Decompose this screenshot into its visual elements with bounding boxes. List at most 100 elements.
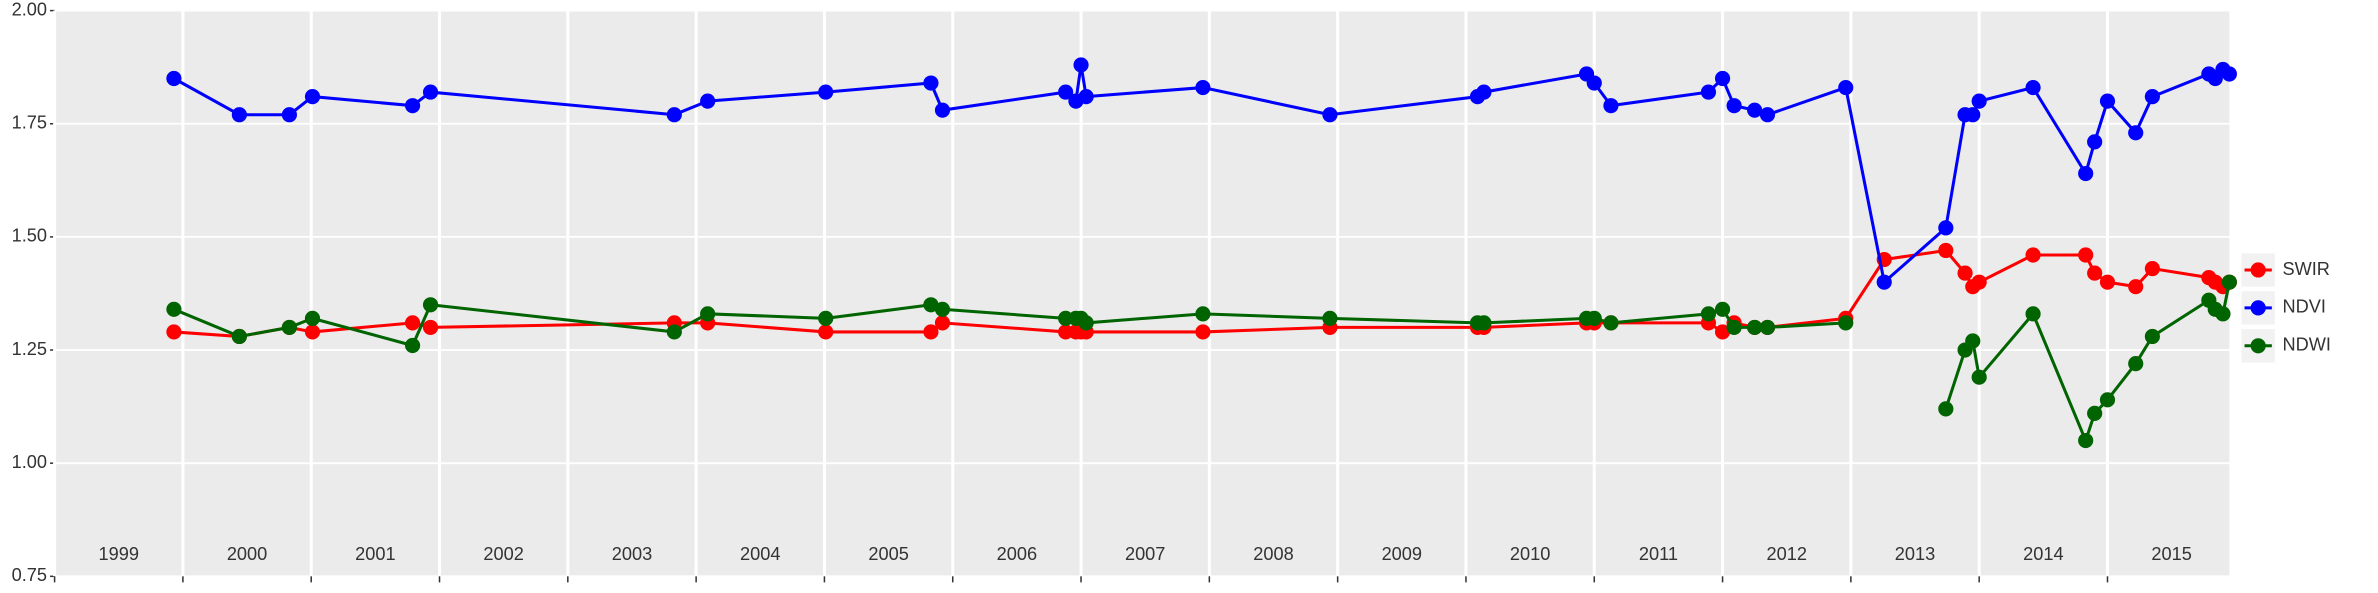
x-tick-label: 2000: [227, 544, 267, 564]
point: [1971, 93, 1987, 109]
point: [231, 328, 247, 345]
point: [1700, 84, 1717, 100]
x-tick-label: 2014: [2023, 544, 2063, 564]
point: [1838, 315, 1854, 331]
y-tick-label: 1.25: [12, 339, 47, 359]
point: [304, 324, 321, 340]
legend-label: NDWI: [2282, 335, 2331, 355]
point: [422, 84, 439, 100]
point: [818, 310, 834, 326]
point: [1700, 306, 1717, 322]
legend-point: [2250, 338, 2266, 354]
point: [2144, 328, 2160, 345]
point: [666, 107, 682, 123]
point: [1322, 310, 1338, 326]
x-tick-label: 2005: [868, 544, 908, 564]
x-tick-label: 2001: [355, 544, 395, 564]
point: [1586, 310, 1602, 326]
point: [2025, 247, 2041, 263]
x-tick-label: 2015: [2151, 544, 2191, 564]
point: [1971, 369, 1987, 385]
point: [2128, 125, 2144, 141]
legend-point: [2250, 262, 2266, 278]
point: [1938, 220, 1954, 236]
point: [1714, 70, 1731, 87]
panel: [54, 10, 2230, 577]
x-tick-label: 2004: [740, 544, 780, 564]
point: [2221, 66, 2237, 82]
point: [2087, 134, 2103, 150]
x-tick-label: 2011: [1639, 544, 1678, 564]
point: [2087, 265, 2103, 281]
point: [304, 310, 321, 326]
point: [422, 319, 439, 335]
point: [1726, 319, 1742, 335]
point: [281, 319, 297, 335]
point: [1714, 324, 1731, 340]
point: [934, 315, 951, 331]
point: [404, 98, 421, 114]
point: [2078, 247, 2094, 263]
point: [923, 75, 939, 91]
y-tick-label: 2.00: [12, 0, 47, 19]
point: [2099, 274, 2116, 290]
point: [2078, 432, 2094, 449]
y-tick-label: 1.50: [12, 226, 47, 246]
x-tick-label: 2008: [1253, 544, 1293, 564]
x-tick-label: 2003: [612, 544, 652, 564]
point: [1586, 75, 1602, 91]
legend-point: [2250, 300, 2266, 316]
point: [2128, 279, 2144, 295]
point: [934, 301, 951, 317]
point: [818, 84, 834, 100]
y-tick-label: 0.75: [12, 565, 47, 585]
point: [1759, 319, 1776, 335]
point: [1078, 315, 1094, 331]
x-tick-label: 1999: [99, 544, 139, 564]
point: [700, 306, 716, 322]
point: [1965, 333, 1981, 349]
point: [2128, 356, 2144, 372]
point: [818, 324, 834, 340]
point: [2144, 89, 2160, 105]
legend-label: SWIR: [2282, 259, 2330, 279]
x-tick-label: 2012: [1766, 544, 1806, 564]
x-tick-label: 2002: [483, 544, 523, 564]
point: [1603, 98, 1619, 114]
x-tick-label: 2006: [997, 544, 1037, 564]
point: [2144, 260, 2160, 277]
point: [1058, 84, 1074, 100]
point: [422, 297, 439, 313]
point: [1938, 401, 1954, 417]
point: [666, 324, 682, 340]
x-tick-label: 2007: [1125, 544, 1165, 564]
point: [1938, 242, 1954, 259]
x-tick-label: 2013: [1895, 544, 1935, 564]
point: [1876, 274, 1892, 290]
point: [1965, 107, 1981, 123]
point: [2221, 274, 2237, 290]
point: [404, 315, 421, 331]
point: [2099, 392, 2116, 408]
point: [1195, 306, 1211, 322]
point: [404, 337, 421, 354]
point: [1747, 319, 1763, 335]
point: [1759, 107, 1776, 123]
point: [1726, 98, 1742, 114]
point: [281, 107, 297, 123]
point: [1073, 57, 1089, 73]
point: [1195, 324, 1211, 340]
point: [231, 107, 247, 123]
y-tick-label: 1.00: [12, 452, 47, 472]
point: [1838, 79, 1854, 96]
legend-label: NDVI: [2282, 297, 2325, 317]
point: [2078, 165, 2094, 182]
point: [166, 301, 182, 317]
point: [1476, 315, 1492, 331]
point: [1322, 107, 1338, 123]
point: [1747, 102, 1763, 118]
point: [166, 324, 182, 340]
point: [1078, 89, 1094, 105]
point: [2025, 306, 2041, 322]
